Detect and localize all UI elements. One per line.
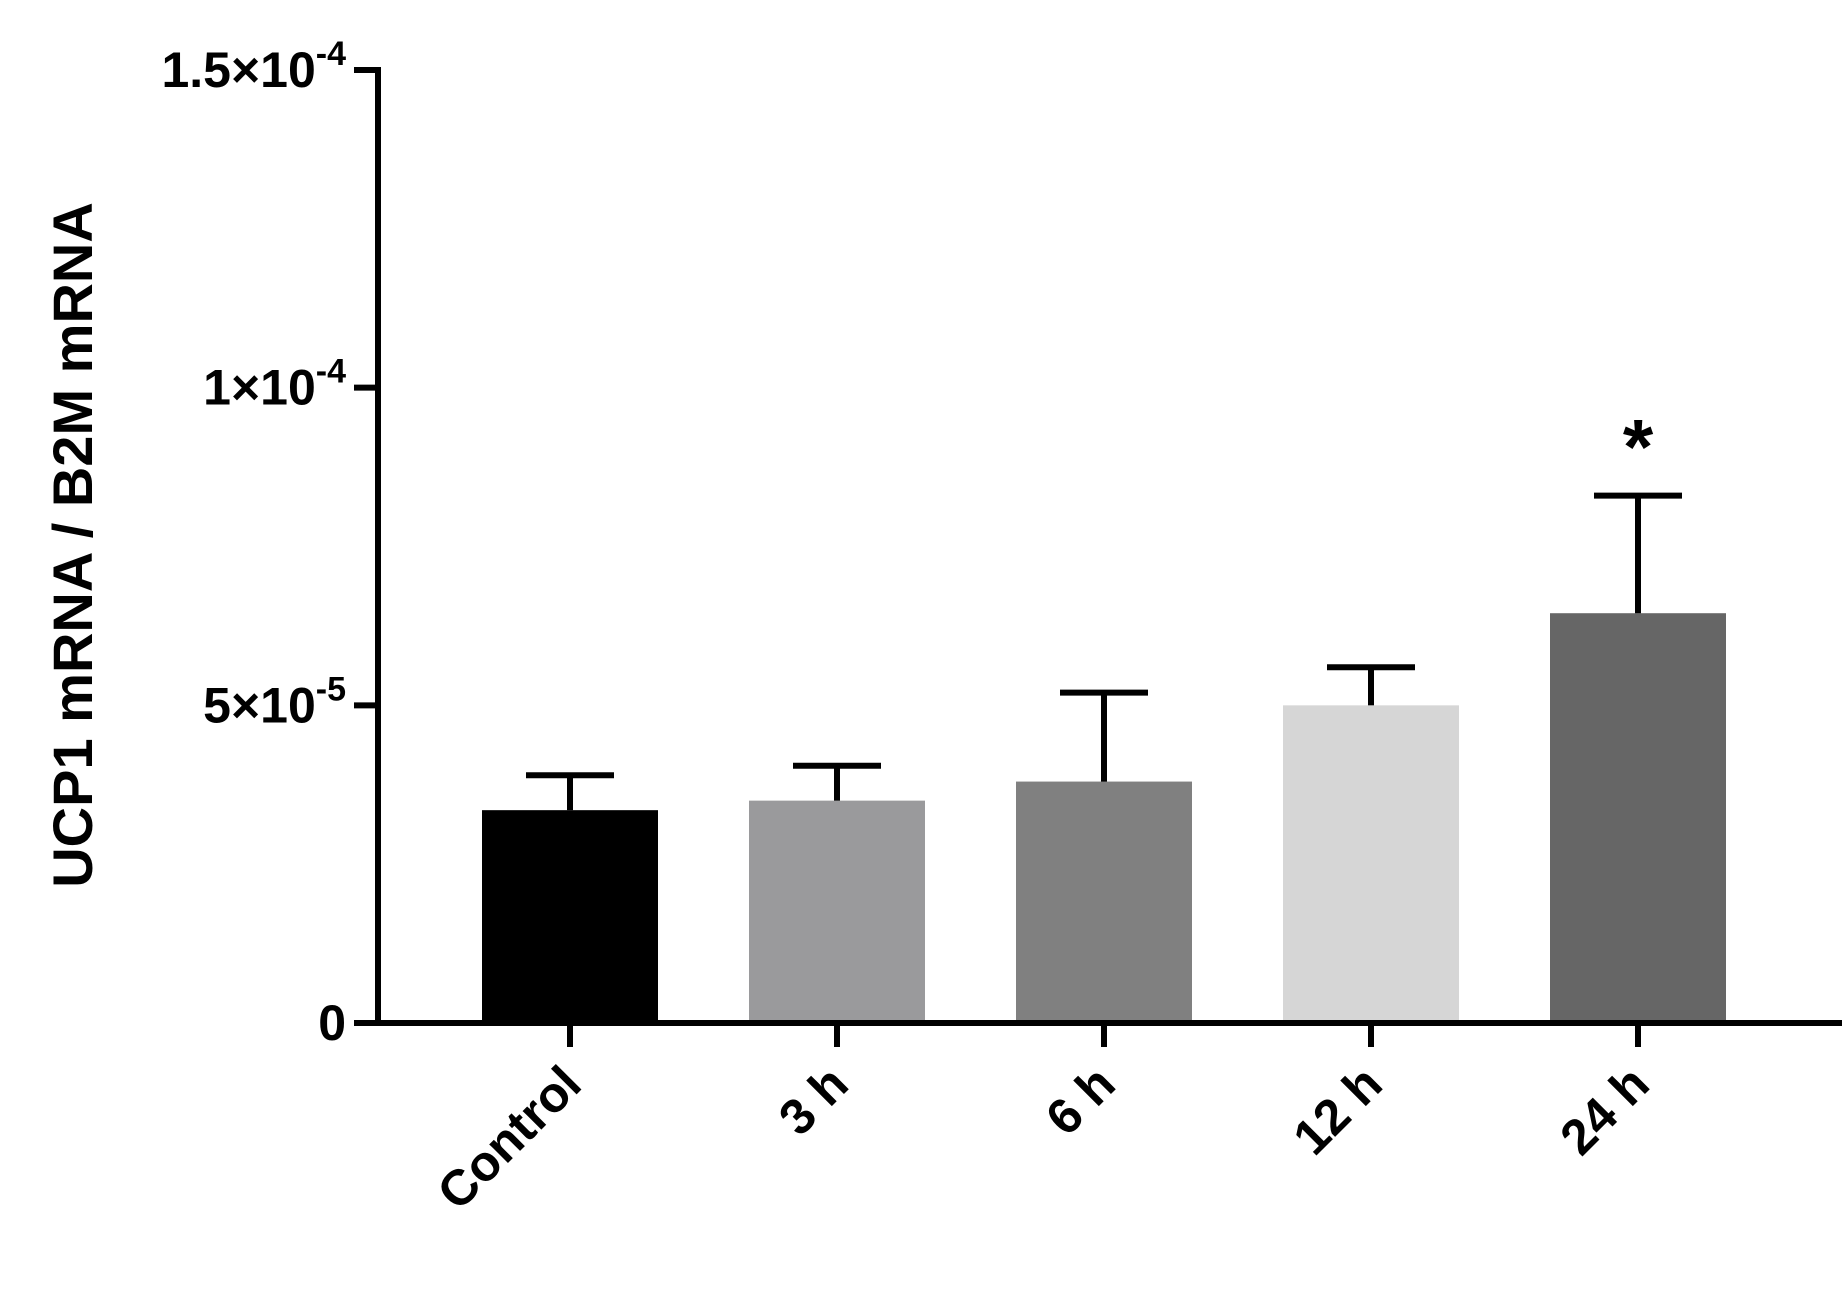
y-axis-title-group: UCP1 mRNA / B2M mRNA	[41, 202, 104, 888]
significance-marker-0: *	[1623, 403, 1654, 491]
y-tick-mantissa-3: 1.5×10	[161, 42, 315, 98]
y-tick-mantissa-0: 0	[318, 995, 346, 1051]
error-bars	[526, 492, 1682, 811]
x-tick-label-2: 6 h	[1035, 1055, 1126, 1146]
y-tick-label-3: 1.5×10-4	[161, 35, 346, 98]
x-tick-label-0: Control	[427, 1055, 592, 1220]
bar-3	[1283, 705, 1459, 1023]
y-axis-title: UCP1 mRNA / B2M mRNA	[41, 202, 104, 888]
y-tick-exponent-2: -4	[316, 353, 346, 391]
bar-2	[1016, 781, 1192, 1023]
y-tick-label-2: 1×10-4	[203, 353, 346, 416]
error-bar-1	[793, 762, 881, 801]
x-tick-labels: Control 3 h 6 h 12 h 24 h	[427, 1055, 1660, 1220]
error-bar-2	[1060, 689, 1148, 782]
x-tick-label-4: 24 h	[1549, 1055, 1659, 1165]
y-tick-label-0: 0	[318, 995, 346, 1051]
y-tick-mantissa-2: 1×10	[203, 360, 316, 416]
x-ticks	[567, 1023, 1641, 1047]
bar-4	[1550, 613, 1726, 1023]
x-tick-label-1: 3 h	[768, 1055, 859, 1146]
y-tick-label-1: 5×10-5	[203, 670, 346, 733]
bar-1	[749, 800, 925, 1023]
annotations: *	[1623, 403, 1654, 491]
y-ticks	[354, 67, 378, 1026]
y-tick-exponent-3: -4	[316, 35, 346, 73]
bar-0	[482, 810, 658, 1023]
y-tick-labels: 05×10-51×10-41.5×10-4	[161, 35, 346, 1051]
y-tick-mantissa-1: 5×10	[203, 677, 316, 733]
error-bar-3	[1327, 664, 1415, 706]
error-bar-4	[1594, 492, 1682, 614]
x-tick-label-3: 12 h	[1282, 1055, 1392, 1165]
y-tick-exponent-1: -5	[316, 670, 346, 708]
error-bar-0	[526, 772, 614, 811]
bars	[482, 613, 1726, 1023]
